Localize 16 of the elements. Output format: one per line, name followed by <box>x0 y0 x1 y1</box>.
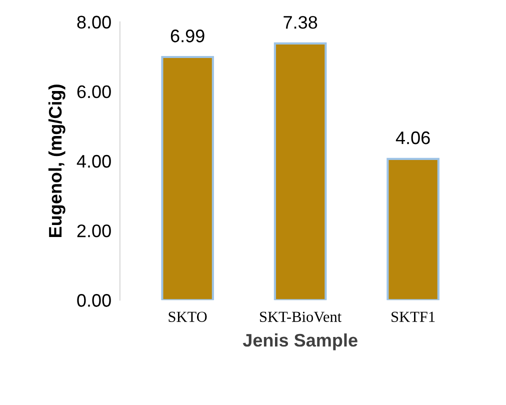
y-tick-label: 0.00 <box>77 294 111 307</box>
x-tick-label: SKTO <box>168 312 207 322</box>
data-label: 7.38 <box>284 16 318 29</box>
x-tick-label: SKT-BioVent <box>260 312 342 322</box>
y-tick-label: 6.00 <box>77 85 111 98</box>
data-label: 6.99 <box>170 30 204 42</box>
x-tick-label: SKTF1 <box>392 312 435 322</box>
bar <box>161 56 214 300</box>
y-axis-title: Eugenol, (mg/Cig) <box>48 84 66 238</box>
bar <box>274 42 327 300</box>
y-tick-label: 4.00 <box>76 154 111 168</box>
x-axis-title: Jenis Sample <box>242 333 358 350</box>
data-label: 4.06 <box>396 131 430 144</box>
y-tick-label: 2.00 <box>77 224 111 238</box>
bar <box>386 158 440 300</box>
y-tick-label: 8.00 <box>77 16 111 29</box>
